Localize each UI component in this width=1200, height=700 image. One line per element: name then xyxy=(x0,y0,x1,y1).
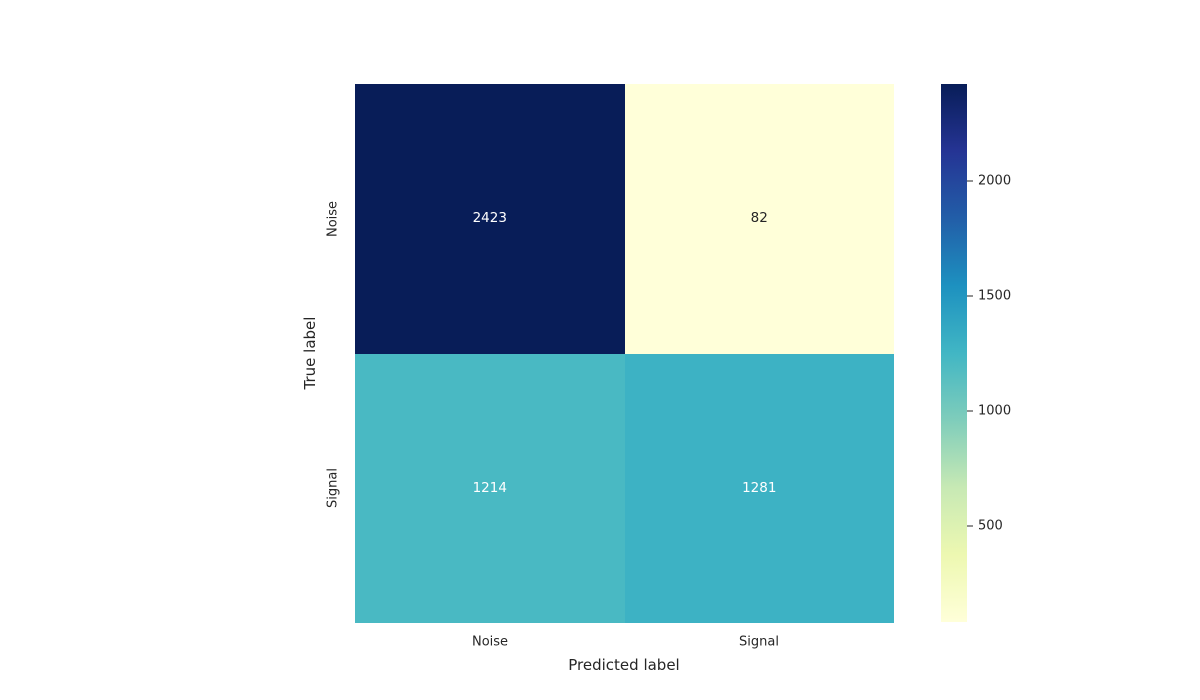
heatmap-cell-true-noise-pred-signal: 82 xyxy=(624,84,894,354)
y-axis-label: True label xyxy=(301,316,319,390)
colorbar-tick-label: 2000 xyxy=(978,173,1012,189)
colorbar-tick-1500: 1500 xyxy=(967,289,1011,304)
x-axis-label: Predicted label xyxy=(568,656,680,674)
colorbar-gradient xyxy=(941,84,967,622)
colorbar-tick-2000: 2000 xyxy=(967,174,1011,189)
colorbar-tick-500: 500 xyxy=(967,519,1003,534)
heatmap-cell-true-noise-pred-noise: 2423 xyxy=(355,84,625,354)
heatmap-grid: 2423 82 1214 1281 xyxy=(355,84,894,623)
heatmap-cell-true-signal-pred-noise: 1214 xyxy=(355,353,625,623)
colorbar-tick-mark xyxy=(967,410,973,412)
colorbar-tick-mark xyxy=(967,295,973,297)
colorbar-tick-label: 500 xyxy=(978,518,1003,534)
y-tick-label-signal: Signal xyxy=(325,468,341,508)
colorbar-tick-label: 1000 xyxy=(978,403,1012,419)
y-tick-label-noise: Noise xyxy=(325,200,341,238)
colorbar-tick-1000: 1000 xyxy=(967,404,1011,419)
colorbar-tick-mark xyxy=(967,525,973,527)
x-tick-label-signal: Signal xyxy=(739,634,779,650)
colorbar-tick-label: 1500 xyxy=(978,288,1012,304)
heatmap-cell-true-signal-pred-signal: 1281 xyxy=(624,353,894,623)
x-tick-label-noise: Noise xyxy=(471,634,509,650)
colorbar-tick-mark xyxy=(967,180,973,182)
